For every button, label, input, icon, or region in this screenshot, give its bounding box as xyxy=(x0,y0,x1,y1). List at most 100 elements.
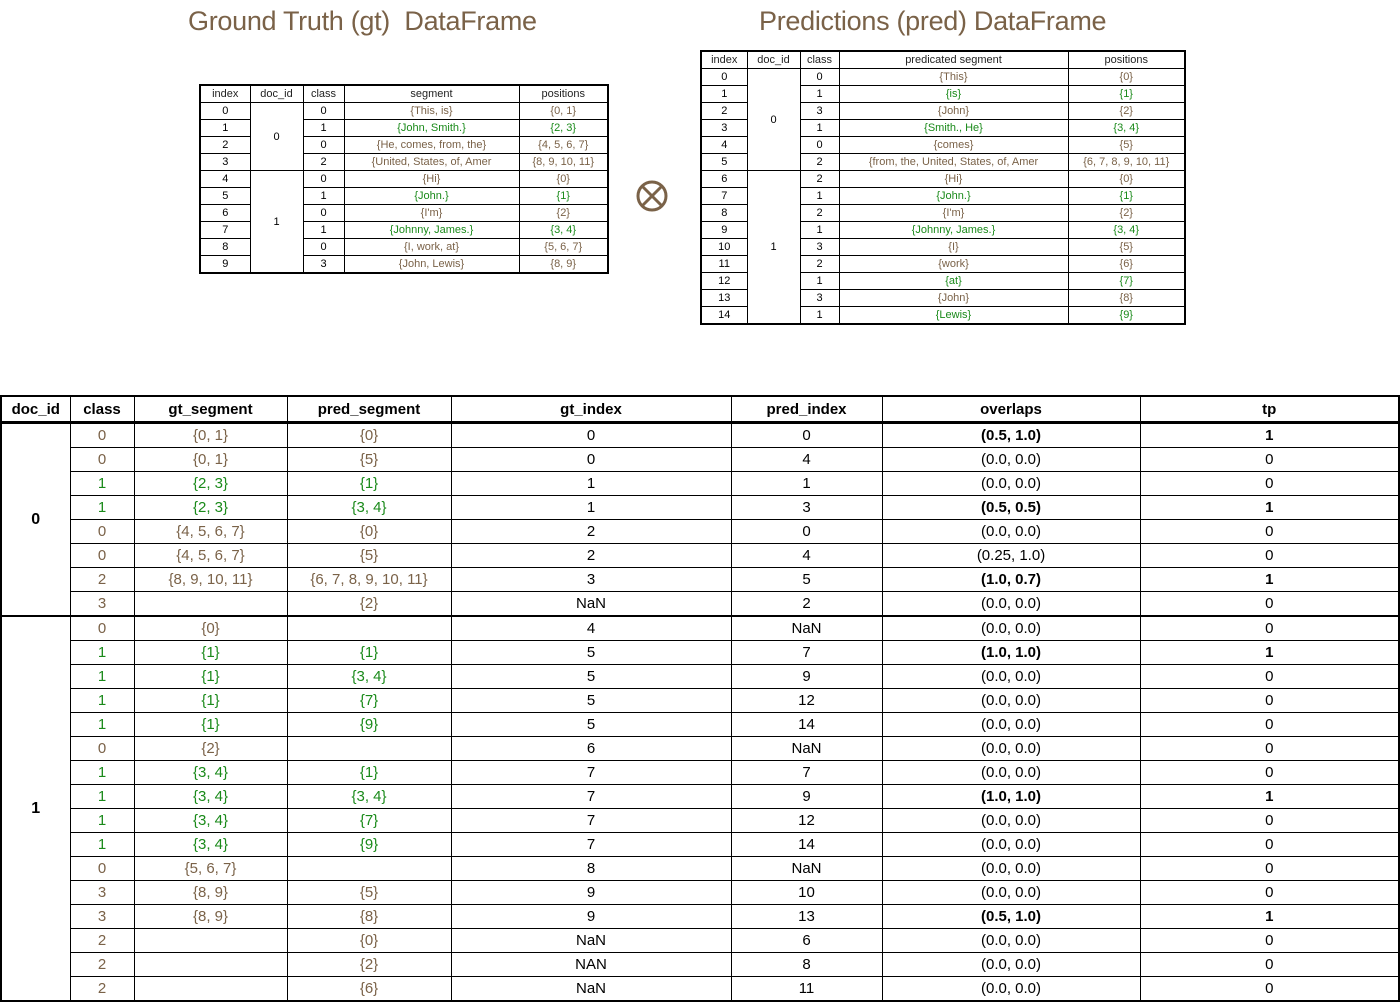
pred-cell-class: 1 xyxy=(799,85,840,103)
merged-cell-pred-segment: {9} xyxy=(286,712,452,737)
merged-row: 1 {1} {7} 5 12 (0.0, 0.0) 0 xyxy=(1,688,1400,713)
pred-cell-index: 12 xyxy=(700,272,748,290)
merged-cell-pred-segment: {2} xyxy=(286,952,452,977)
merged-cell-tp: 1 xyxy=(1139,640,1400,665)
merged-cell-class: 1 xyxy=(69,495,135,520)
pred-cell-positions: {3, 4} xyxy=(1067,119,1186,137)
merged-cell-pred-segment: {6} xyxy=(286,976,452,1002)
merged-cell-class: 3 xyxy=(69,880,135,905)
pred-cell-class: 3 xyxy=(799,238,840,256)
pred-cell-positions: {6, 7, 8, 9, 10, 11} xyxy=(1067,153,1186,171)
pred-cell-class: 3 xyxy=(799,289,840,307)
merged-row: 1 {3, 4} {3, 4} 7 9 (1.0, 1.0) 1 xyxy=(1,784,1400,809)
merged-dataframe-table: doc_id class gt_segment pred_segment gt_… xyxy=(0,395,1400,1002)
pred-cell-class: 2 xyxy=(799,204,840,222)
merged-cell-pred-segment: {1} xyxy=(286,640,452,665)
gt-row: 8 0 {I, work, at} {5, 6, 7} xyxy=(199,238,609,256)
pred-cell-positions: {5} xyxy=(1067,136,1186,154)
gt-row: 6 0 {I'm} {2} xyxy=(199,204,609,222)
gt-cell-index: 6 xyxy=(199,204,251,222)
merged-cell-class: 0 xyxy=(69,447,135,472)
merged-row: 2 {0} NaN 6 (0.0, 0.0) 0 xyxy=(1,928,1400,953)
pred-cell-index: 6 xyxy=(700,170,748,188)
merged-header-class: class xyxy=(69,395,135,424)
merged-cell-gt-segment: {1} xyxy=(133,640,288,665)
gt-row: 2 0 {He, comes, from, the} {4, 5, 6, 7} xyxy=(199,136,609,154)
pred-dataframe-title: Predictions (pred) DataFrame xyxy=(759,6,1107,36)
pred-cell-class: 1 xyxy=(799,272,840,290)
merged-cell-class: 0 xyxy=(69,422,135,448)
pred-header-index: index xyxy=(700,50,748,69)
pred-cell-segment: {Hi} xyxy=(838,170,1069,188)
gt-cell-class: 0 xyxy=(302,102,345,120)
merged-cell-pred-segment: {7} xyxy=(286,808,452,833)
merged-cell-pred-index: 0 xyxy=(730,519,883,544)
merged-cell-pred-index: 8 xyxy=(730,952,883,977)
pred-cell-segment: {John} xyxy=(838,289,1069,307)
merged-header-pred-segment: pred_segment xyxy=(286,395,452,424)
pred-row: 0 0 0 {This} {0} xyxy=(700,68,1186,171)
merged-cell-tp: 0 xyxy=(1139,688,1400,713)
gt-cell-segment: {Hi} xyxy=(343,170,520,188)
pred-cell-class: 3 xyxy=(799,102,840,120)
pred-cell-segment: {Smith., He} xyxy=(838,119,1069,137)
merged-cell-gt-segment: {4, 5, 6, 7} xyxy=(133,519,288,544)
merged-cell-overlaps: (1.0, 1.0) xyxy=(881,640,1141,665)
pred-cell-class: 1 xyxy=(799,221,840,239)
gt-cell-doc-id: 0 xyxy=(249,102,304,171)
merged-cell-gt-segment xyxy=(133,928,288,953)
merged-cell-gt-segment xyxy=(133,591,288,617)
merged-cell-class: 0 xyxy=(69,519,135,544)
merged-cell-class: 1 xyxy=(69,688,135,713)
merged-row: 2 {6} NaN 11 (0.0, 0.0) 0 xyxy=(1,976,1400,1002)
merged-cell-gt-segment: {1} xyxy=(133,664,288,689)
merged-cell-gt-index: 7 xyxy=(450,760,732,785)
merged-cell-tp: 0 xyxy=(1139,447,1400,472)
gt-row: 3 2 {United, States, of, Amer {8, 9, 10, 11… xyxy=(199,153,609,171)
merged-cell-gt-index: NaN xyxy=(450,928,732,953)
merged-cell-gt-index: 5 xyxy=(450,664,732,689)
gt-header-class: class xyxy=(302,84,345,103)
merged-cell-tp: 1 xyxy=(1139,495,1400,520)
merged-cell-gt-segment: {8, 9} xyxy=(133,904,288,929)
merged-cell-pred-index: 0 xyxy=(730,422,883,448)
merged-cell-pred-index: NaN xyxy=(730,856,883,881)
merged-header-doc-id: doc_id xyxy=(0,395,71,424)
pred-cell-segment: {Johnny, James.} xyxy=(838,221,1069,239)
merged-cell-gt-index: 4 xyxy=(450,615,732,641)
merged-cell-tp: 0 xyxy=(1139,928,1400,953)
merged-cell-gt-index: 3 xyxy=(450,567,732,592)
merged-cell-tp: 1 xyxy=(1139,422,1400,448)
merged-cell-pred-segment xyxy=(286,736,452,761)
pred-cell-index: 11 xyxy=(700,255,748,273)
merged-cell-pred-index: 10 xyxy=(730,880,883,905)
merged-cell-overlaps: (0.0, 0.0) xyxy=(881,760,1141,785)
merged-cell-gt-segment: {2} xyxy=(133,736,288,761)
gt-cell-class: 1 xyxy=(302,119,345,137)
merged-cell-gt-segment: {8, 9, 10, 11} xyxy=(133,567,288,592)
merged-cell-pred-segment: {0} xyxy=(286,519,452,544)
merged-cell-gt-segment: {0, 1} xyxy=(133,447,288,472)
merged-cell-tp: 0 xyxy=(1139,856,1400,881)
merged-row: 1 {1} {3, 4} 5 9 (0.0, 0.0) 0 xyxy=(1,664,1400,689)
merged-cell-overlaps: (0.0, 0.0) xyxy=(881,447,1141,472)
gt-cell-positions: {5, 6, 7} xyxy=(518,238,609,256)
pred-row: 9 1 {Johnny, James.} {3, 4} xyxy=(700,221,1186,239)
merged-cell-gt-segment: {1} xyxy=(133,712,288,737)
merged-cell-pred-index: 7 xyxy=(730,640,883,665)
merged-row: 3 {2} NaN 2 (0.0, 0.0) 0 xyxy=(1,591,1400,617)
merged-cell-pred-index: 6 xyxy=(730,928,883,953)
pred-cell-positions: {1} xyxy=(1067,85,1186,103)
pred-cell-positions: {5} xyxy=(1067,238,1186,256)
merged-cell-class: 1 xyxy=(69,784,135,809)
gt-cell-positions: {0, 1} xyxy=(518,102,609,120)
merged-cell-gt-index: 8 xyxy=(450,856,732,881)
gt-cell-segment: {John, Smith.} xyxy=(343,119,520,137)
merged-cell-overlaps: (0.5, 0.5) xyxy=(881,495,1141,520)
merged-row: 0 {2} 6 NaN (0.0, 0.0) 0 xyxy=(1,736,1400,761)
merged-header-gt-segment: gt_segment xyxy=(133,395,288,424)
merged-cell-tp: 0 xyxy=(1139,832,1400,857)
pred-cell-segment: {from, the, United, States, of, Amer xyxy=(838,153,1069,171)
merged-cell-gt-segment xyxy=(133,952,288,977)
merged-row: 1 {1} {9} 5 14 (0.0, 0.0) 0 xyxy=(1,712,1400,737)
